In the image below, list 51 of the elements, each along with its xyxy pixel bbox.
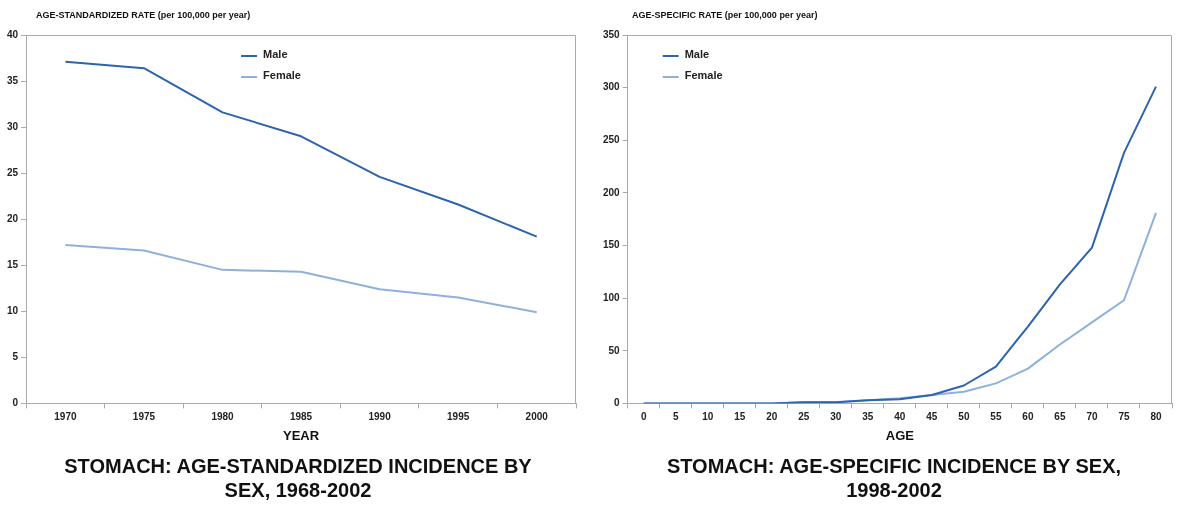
y-tick-label: 350 [603,28,621,40]
x-tick-label: 80 [1150,411,1162,423]
y-tick-label: 35 [7,74,19,86]
y-axis-title: AGE-STANDARDIZED RATE (per 100,000 per year) [35,9,252,22]
x-tick-label: 15 [734,411,746,423]
x-tick-label: 55 [990,411,1002,423]
x-tick-label: 10 [702,411,714,423]
y-axis-title: AGE-SPECIFIC RATE (per 100,000 per year) [631,9,819,22]
x-tick-label: 40 [894,411,906,423]
x-tick-label: 1980 [211,411,235,423]
x-axis-title: AGE [885,427,915,443]
y-tick-label: 150 [603,239,621,251]
legend-label: Male [684,48,710,61]
legend-label: Female [684,69,723,82]
text: STOMACH: AGE-STANDARDIZED INCIDENCE BY SEX, 1968-2002 [63,454,533,502]
x-axis-title: YEAR [283,427,320,443]
x-tick-label: 70 [1086,411,1098,423]
x-tick-label: 1990 [368,411,392,423]
y-tick-label: 15 [7,259,19,270]
x-tick-label: 25 [798,411,810,423]
x-tick-label: 50 [958,411,970,423]
legend-label: Male [263,48,288,61]
y-tick-label: 40 [7,28,19,40]
x-tick-label: 65 [1054,411,1066,423]
x-tick-label: 1995 [447,411,470,423]
y-tick-label: 0 [614,397,621,409]
x-tick-label: 45 [926,411,938,423]
x-tick-label: 1975 [132,411,156,423]
y-tick-label: 5 [12,351,19,363]
y-tick-label: 250 [603,134,621,146]
y-tick-label: 100 [603,291,621,303]
y-tick-label: 0 [12,397,19,409]
y-tick-label: 30 [7,120,19,132]
legend-label: Female [263,69,301,82]
y-tick-label: 10 [7,305,19,317]
x-tick-label: 60 [1022,411,1034,423]
text: STOMACH: AGE-SPECIFIC INCIDENCE BY SEX, 1998-2002 [665,454,1123,502]
x-tick-label: 75 [1118,411,1130,423]
x-tick-label: 20 [766,411,778,423]
x-tick-label: 2000 [525,411,549,423]
y-tick-label: 200 [603,186,621,198]
y-tick-label: 20 [7,212,19,224]
y-tick-label: 300 [603,81,621,93]
x-tick-label: 5 [672,411,679,423]
x-tick-label: 0 [640,411,647,423]
x-tick-label: 35 [862,411,874,423]
y-tick-label: 25 [7,166,19,178]
x-tick-label: 1985 [289,411,313,423]
x-tick-label: 30 [830,411,842,423]
x-tick-label: 1970 [54,411,77,423]
y-tick-label: 50 [608,344,621,356]
